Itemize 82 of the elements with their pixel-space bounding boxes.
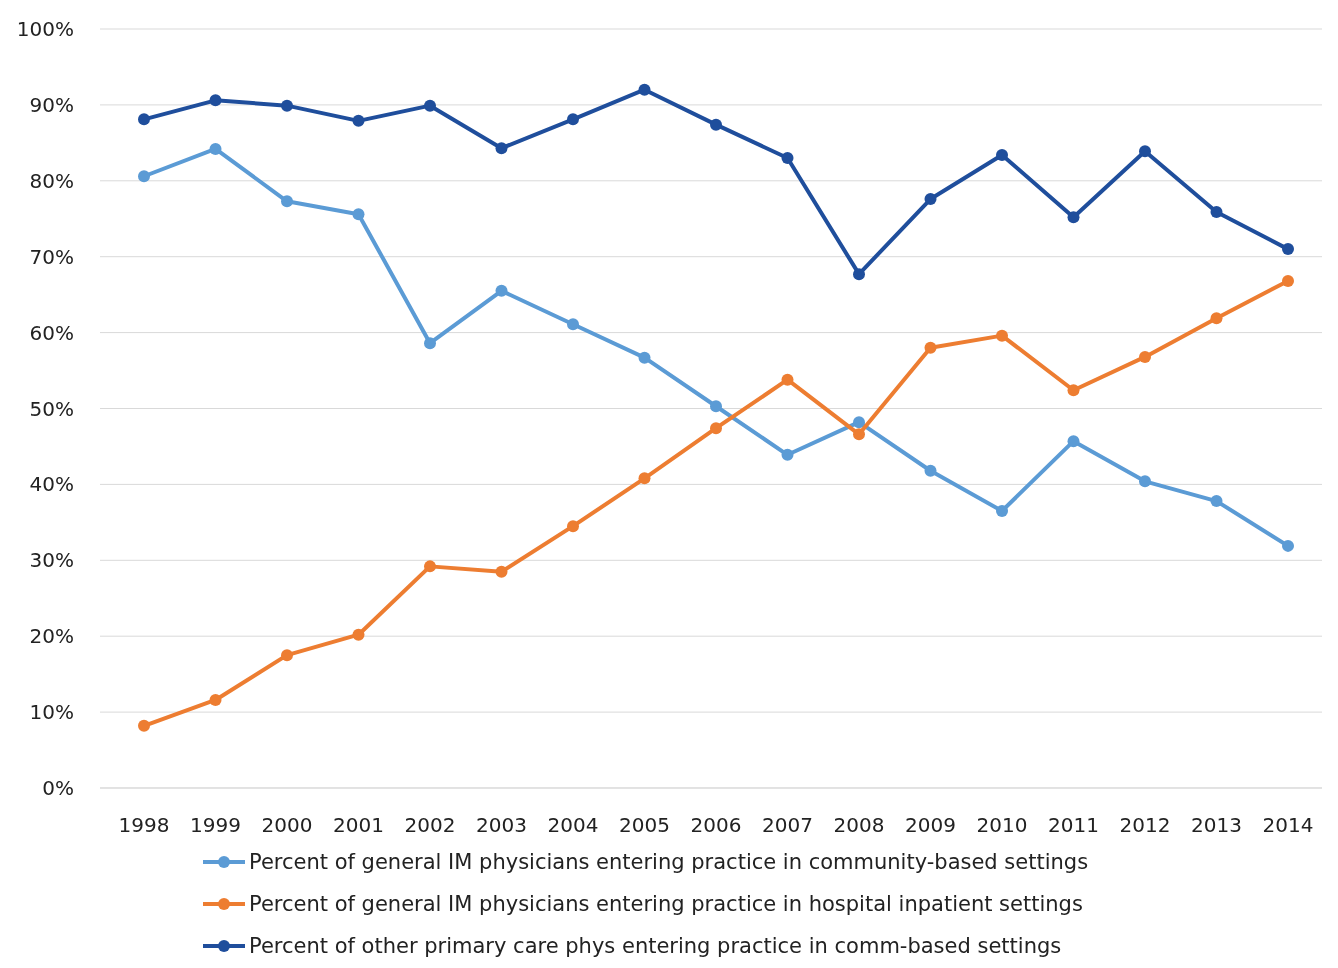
point	[638, 351, 651, 364]
point	[996, 504, 1008, 517]
point	[281, 195, 293, 208]
point	[781, 448, 794, 461]
x-tick-label: 1999	[190, 813, 241, 837]
point	[495, 142, 508, 155]
x-tick-label: 2004	[547, 813, 599, 837]
point	[209, 94, 222, 107]
point	[1139, 350, 1151, 363]
x-tick-label: 2010	[976, 813, 1028, 837]
y-tick-label: 70%	[29, 244, 74, 269]
y-tick-label: 30%	[29, 548, 74, 573]
point	[710, 422, 722, 435]
legend-label: Percent of general IM physicians entering practice in community-based settings	[249, 850, 1089, 875]
y-tick-label: 10%	[29, 700, 74, 725]
point	[209, 693, 222, 706]
point	[209, 142, 222, 155]
point	[924, 341, 937, 354]
point	[281, 649, 293, 662]
point	[1067, 384, 1080, 397]
point	[424, 560, 436, 573]
x-tick-label: 2002	[404, 813, 456, 837]
x-tick-label: 2013	[1191, 813, 1242, 837]
y-tick-label: 50%	[29, 396, 74, 421]
point	[1067, 211, 1080, 224]
point	[996, 148, 1008, 161]
point	[138, 719, 150, 732]
point	[710, 118, 722, 131]
point	[138, 113, 150, 126]
x-tick-label: 2003	[476, 813, 527, 837]
x-tick-label: 2014	[1262, 813, 1314, 837]
y-tick-label: 80%	[29, 168, 74, 193]
point	[352, 114, 365, 127]
point	[352, 208, 365, 221]
point	[138, 170, 150, 183]
point	[424, 337, 436, 350]
y-tick-label: 40%	[29, 472, 74, 497]
point	[710, 400, 722, 413]
point	[1139, 475, 1151, 488]
point	[853, 416, 865, 429]
y-tick-label: 0%	[42, 776, 74, 800]
x-tick-label: 2001	[333, 813, 384, 837]
x-tick-label: 2000	[261, 813, 313, 837]
point	[567, 113, 579, 126]
y-tick-label: 100%	[16, 17, 74, 41]
x-tick-label: 1998	[118, 813, 170, 837]
point	[638, 83, 651, 96]
x-tick-label: 2006	[690, 813, 742, 837]
point	[1282, 243, 1294, 256]
x-tick-label: 2008	[833, 813, 885, 837]
legend-label: Percent of general IM physicians entering practice in hospital inpatient settings	[249, 892, 1083, 917]
point	[1282, 274, 1294, 287]
point	[567, 520, 579, 533]
point	[495, 565, 508, 578]
y-tick-label: 60%	[29, 320, 74, 345]
x-tick-label: 2011	[1048, 813, 1099, 837]
point	[924, 193, 937, 206]
point	[352, 628, 365, 641]
point	[638, 472, 651, 485]
point	[567, 318, 579, 331]
point	[1210, 312, 1223, 325]
point	[853, 428, 865, 441]
x-tick-label: 2005	[619, 813, 670, 837]
point	[1067, 435, 1080, 448]
point	[424, 99, 436, 112]
legend-label: Percent of other primary care phys entering practice in comm-based settings	[249, 934, 1062, 959]
point	[781, 373, 794, 386]
point	[781, 152, 794, 165]
y-tick-label: 90%	[29, 92, 74, 117]
x-tick-label: 2007	[762, 813, 813, 837]
point	[1210, 205, 1223, 218]
point	[1210, 495, 1223, 508]
point	[1139, 145, 1151, 158]
point	[1282, 539, 1294, 552]
point	[281, 99, 293, 112]
point	[495, 284, 508, 297]
point	[996, 329, 1008, 342]
x-tick-label: 2012	[1119, 813, 1171, 837]
y-tick-label: 20%	[29, 624, 74, 649]
point	[853, 268, 865, 281]
x-tick-label: 2009	[905, 813, 956, 837]
point	[924, 464, 937, 477]
